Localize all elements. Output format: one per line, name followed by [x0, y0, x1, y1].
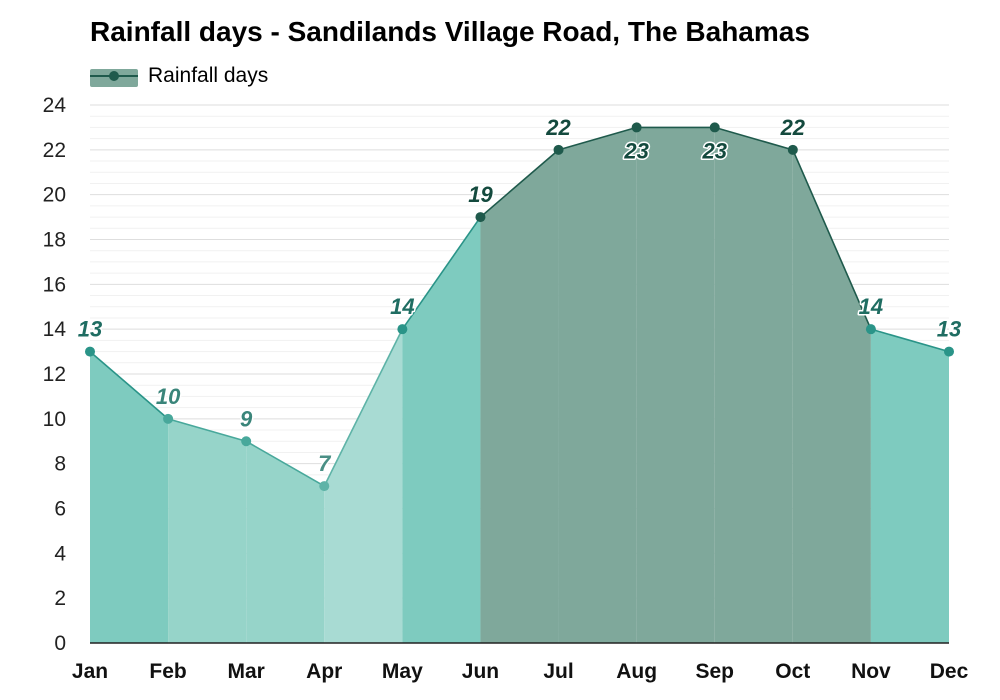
- line-segment-apr: [323, 328, 404, 487]
- data-point-feb: [163, 413, 174, 424]
- data-label-aug: 23: [623, 138, 648, 163]
- x-tick-label: Aug: [616, 660, 657, 683]
- data-point-mar: [241, 436, 252, 447]
- y-tick-label: 22: [43, 139, 66, 162]
- line-segment-jul: [558, 126, 637, 151]
- data-point-oct: [787, 144, 798, 155]
- line-segment-sep: [714, 126, 794, 151]
- area-band-jan: [90, 351, 169, 643]
- line-segment-oct: [792, 149, 872, 330]
- line-segment-jan: [89, 350, 169, 420]
- area-band-apr: [324, 329, 403, 643]
- data-label-jul: 22: [545, 115, 571, 140]
- x-tick-label: Jan: [72, 660, 108, 683]
- y-tick-label: 20: [43, 184, 66, 207]
- area-band-jul: [558, 127, 637, 643]
- x-axis-ticks: Jan Feb Mar Apr May Jun Jul Aug Sep Oct Nov Dec: [72, 660, 969, 683]
- y-tick-label: 14: [43, 318, 67, 341]
- area-band-feb: [168, 418, 247, 643]
- y-tick-label: 16: [43, 273, 66, 296]
- y-tick-label: 4: [54, 542, 66, 565]
- line-segment-mar: [245, 440, 325, 487]
- data-label-mar: 9: [240, 406, 253, 431]
- chart-title: Rainfall days - Sandilands Village Road,…: [90, 16, 810, 47]
- data-label-jan: 13: [78, 317, 102, 342]
- x-tick-label: Mar: [228, 660, 265, 683]
- area-band-jun: [480, 149, 559, 644]
- x-tick-label: May: [382, 660, 423, 683]
- line-segment-feb: [167, 418, 247, 443]
- data-label-nov: 14: [859, 294, 883, 319]
- y-tick-label: 18: [43, 229, 66, 252]
- line-segment-nov: [870, 328, 950, 353]
- y-tick-label: 8: [54, 453, 66, 476]
- area-band-mar: [246, 441, 325, 643]
- x-tick-label: Dec: [930, 660, 969, 683]
- data-label-jun: 19: [468, 182, 493, 207]
- legend: Rainfall days: [90, 64, 268, 87]
- x-tick-label: Nov: [851, 660, 891, 683]
- y-tick-label: 10: [43, 408, 66, 431]
- data-point-may: [397, 324, 408, 335]
- data-label-apr: 7: [318, 451, 332, 476]
- data-point-aug: [631, 122, 642, 133]
- y-tick-label: 12: [43, 363, 66, 386]
- data-point-dec: [944, 346, 954, 357]
- y-tick-label: 0: [54, 632, 66, 655]
- x-tick-label: Jul: [543, 660, 573, 683]
- data-label-may: 14: [390, 294, 414, 319]
- y-tick-label: 6: [54, 498, 66, 521]
- line-segment-may: [401, 216, 482, 330]
- series-line-segments: [89, 126, 950, 487]
- data-points: [85, 122, 954, 492]
- data-label-feb: 10: [156, 384, 181, 409]
- data-point-jul: [553, 144, 564, 155]
- data-point-nov: [865, 324, 876, 335]
- data-label-oct: 22: [780, 115, 806, 140]
- area-band-oct: [792, 149, 871, 644]
- data-point-sep: [709, 122, 720, 133]
- line-segment-jun: [479, 149, 560, 218]
- x-tick-label: Sep: [695, 660, 734, 683]
- data-label-sep: 23: [701, 138, 726, 163]
- data-point-apr: [319, 481, 330, 492]
- y-tick-label: 2: [54, 587, 66, 610]
- legend-label: Rainfall days: [148, 64, 268, 87]
- data-label-dec: 13: [937, 317, 961, 342]
- x-tick-label: Feb: [149, 660, 186, 683]
- monthly-area-bands: [90, 127, 949, 644]
- area-band-nov: [870, 329, 949, 643]
- legend-swatch-marker: [109, 71, 119, 81]
- area-band-may: [402, 217, 481, 644]
- x-tick-label: Oct: [775, 660, 810, 683]
- x-tick-label: Jun: [462, 660, 499, 683]
- data-point-jun: [475, 212, 486, 223]
- x-tick-label: Apr: [306, 660, 342, 683]
- data-point-jan: [85, 346, 95, 357]
- area-band-aug: [636, 127, 715, 643]
- data-labels: 13 10 9 7 14 19 22 23 23 22 14 13: [76, 113, 962, 477]
- area-band-sep: [714, 127, 793, 643]
- y-tick-label: 24: [43, 94, 67, 117]
